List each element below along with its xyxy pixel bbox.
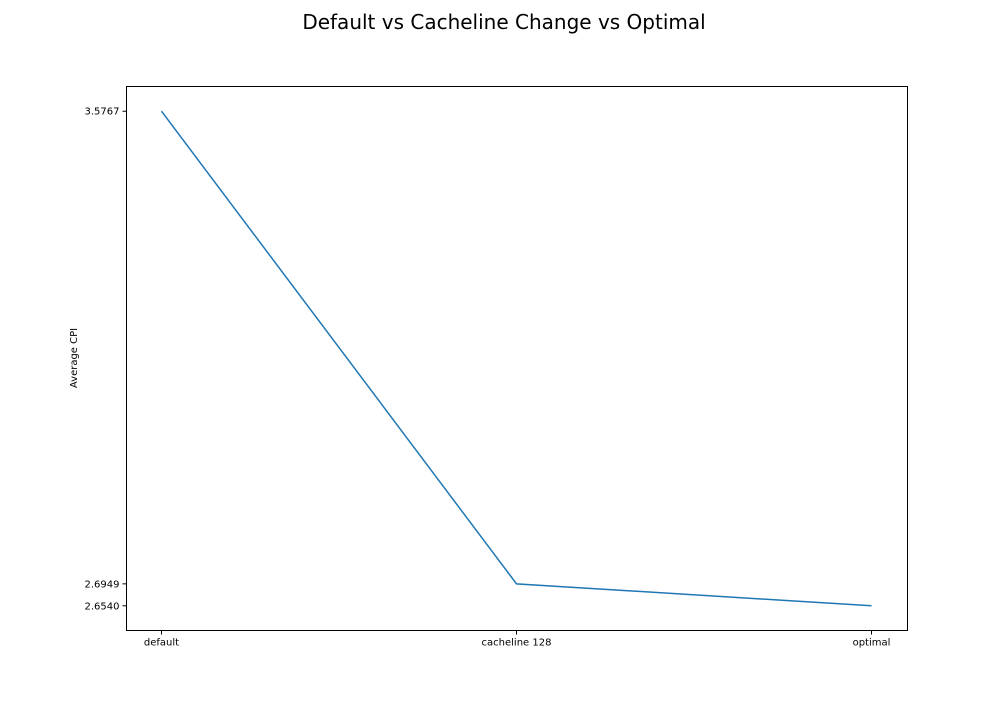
chart-title: Default vs Cacheline Change vs Optimal <box>302 10 705 34</box>
y-tick-label: 3.5767 <box>85 107 120 118</box>
plot-area <box>126 86 908 631</box>
y-axis-label: Average CPI <box>69 328 80 388</box>
x-tick-label: default <box>144 638 179 649</box>
y-axis: 3.5767 2.6949 2.6540 <box>85 107 127 612</box>
y-tick-label: 2.6540 <box>85 601 120 612</box>
x-axis: default cacheline 128 optimal <box>144 630 891 649</box>
x-tick-label: cacheline 128 <box>482 638 552 649</box>
x-tick-label: optimal <box>853 638 891 649</box>
y-tick-label: 2.6949 <box>85 579 120 590</box>
series-layer <box>160 110 872 607</box>
